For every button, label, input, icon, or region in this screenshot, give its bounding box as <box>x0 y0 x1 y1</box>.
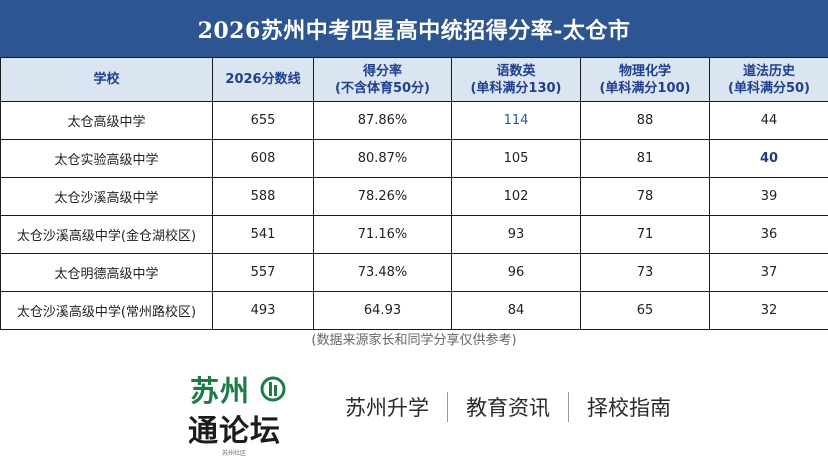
phychem-score: 88 <box>580 101 710 140</box>
score-rate: 64.93 <box>313 291 452 330</box>
phychem-score: 65 <box>580 291 710 330</box>
logo-tagline: 苏州社区 <box>222 450 247 457</box>
footer-link-school-guide[interactable]: 择校指南 <box>587 396 671 420</box>
header-school: 学校 <box>0 57 213 102</box>
score-rate: 80.87% <box>313 139 452 178</box>
table-row: 太仓高级中学 655 87.86% 114 88 44 <box>0 101 828 140</box>
header-chinese-math-english: 语数英 (单科满分130) <box>451 57 581 102</box>
footer-links: 苏州升学 教育资讯 择校指南 <box>345 391 671 423</box>
cutoff-score: 557 <box>212 253 314 292</box>
cutoff-score: 655 <box>212 101 314 140</box>
page-title: 2026苏州中考四星高中统招得分率-太仓市 <box>0 0 828 57</box>
politics-score: 40 <box>709 139 828 178</box>
school-name: 太仓沙溪高级中学(常州路校区) <box>0 291 213 330</box>
school-name: 太仓沙溪高级中学(金仓湖校区) <box>0 215 213 254</box>
table-row: 太仓沙溪高级中学(金仓湖校区) 541 71.16% 93 71 36 <box>0 215 828 254</box>
yse-score: 84 <box>451 291 581 330</box>
politics-score: 39 <box>709 177 828 216</box>
cutoff-score: 541 <box>212 215 314 254</box>
footer-link-education-news[interactable]: 教育资讯 <box>466 396 550 420</box>
politics-score: 37 <box>709 253 828 292</box>
header-physics-chemistry: 物理化学 (单科满分100) <box>580 57 710 102</box>
logo-emblem-icon <box>260 376 286 402</box>
score-rate: 71.16% <box>313 215 452 254</box>
logo-text-line2: 通论坛 <box>188 414 281 449</box>
data-source-note: (数据来源家长和同学分享仅供参考) <box>311 333 517 348</box>
header-cutoff-score: 2026分数线 <box>212 57 314 102</box>
school-name: 太仓高级中学 <box>0 101 213 140</box>
phychem-score: 71 <box>580 215 710 254</box>
politics-score: 44 <box>709 101 828 140</box>
school-name: 太仓实验高级中学 <box>0 139 213 178</box>
yse-score: 114 <box>451 101 581 140</box>
table-row: 太仓沙溪高级中学(常州路校区) 493 64.93 84 65 32 <box>0 291 828 330</box>
politics-score: 32 <box>709 291 828 330</box>
logo-text-line1: 苏州 <box>190 374 251 408</box>
yse-score: 102 <box>451 177 581 216</box>
politics-score: 36 <box>709 215 828 254</box>
footer-banner: 苏州 通论坛 苏州社区 苏州升学 教育资讯 择校指南 <box>0 353 828 463</box>
yse-score: 93 <box>451 215 581 254</box>
table-row: 太仓沙溪高级中学 588 78.26% 102 78 39 <box>0 177 828 216</box>
school-name: 太仓沙溪高级中学 <box>0 177 213 216</box>
yse-score: 105 <box>451 139 581 178</box>
score-rate: 73.48% <box>313 253 452 292</box>
yse-score: 96 <box>451 253 581 292</box>
table-row: 太仓实验高级中学 608 80.87% 105 81 40 <box>0 139 828 178</box>
scores-table: 学校 2026分数线 得分率 (不含体育50分) 语数英 (单科满分130) 物理化… <box>0 57 828 330</box>
phychem-score: 81 <box>580 139 710 178</box>
score-rate: 87.86% <box>313 101 452 140</box>
cutoff-score: 608 <box>212 139 314 178</box>
cutoff-score: 588 <box>212 177 314 216</box>
phychem-score: 78 <box>580 177 710 216</box>
footer-divider <box>447 392 448 422</box>
table-row: 太仓明德高级中学 557 73.48% 96 73 37 <box>0 253 828 292</box>
footer-divider <box>568 392 569 422</box>
cutoff-score: 493 <box>212 291 314 330</box>
header-politics-history: 道法历史 (单科满分50) <box>709 57 828 102</box>
phychem-score: 73 <box>580 253 710 292</box>
footer-link-admission[interactable]: 苏州升学 <box>345 396 429 420</box>
school-name: 太仓明德高级中学 <box>0 253 213 292</box>
site-logo[interactable]: 苏州 通论坛 苏州社区 <box>186 368 296 457</box>
table-header-row: 学校 2026分数线 得分率 (不含体育50分) 语数英 (单科满分130) 物理化… <box>0 57 828 102</box>
score-rate: 78.26% <box>313 177 452 216</box>
header-score-rate: 得分率 (不含体育50分) <box>313 57 452 102</box>
